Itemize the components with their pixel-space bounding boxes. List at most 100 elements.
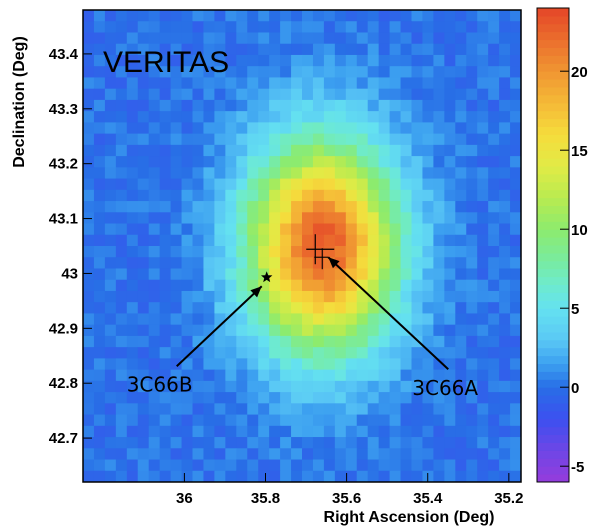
heatmap-cell [312, 156, 325, 168]
heatmap-cell [312, 189, 325, 202]
heatmap-cell [302, 178, 314, 191]
heatmap-cell [93, 392, 106, 404]
heatmap-cell [192, 437, 204, 449]
heatmap-cell [170, 324, 183, 337]
heatmap-cell [236, 392, 248, 404]
heatmap-cell [444, 54, 456, 67]
heatmap-cell [477, 324, 489, 337]
heatmap-cell [225, 234, 237, 247]
heatmap-cell [192, 223, 204, 236]
heatmap-cell [170, 178, 183, 191]
colorbar-band [537, 442, 569, 451]
heatmap-cell [334, 99, 347, 112]
heatmap-cell [225, 212, 237, 225]
heatmap-cell [280, 347, 292, 359]
heatmap-cell [104, 32, 117, 45]
heatmap-cell [291, 99, 303, 112]
heatmap-cell [170, 201, 183, 213]
heatmap-cell [356, 10, 369, 22]
heatmap-cell [477, 392, 489, 404]
heatmap-cell [302, 43, 314, 56]
heatmap-cell [115, 66, 128, 78]
heatmap-cell [280, 133, 292, 146]
heatmap-cell [225, 335, 237, 348]
heatmap-cell [170, 425, 183, 438]
heatmap-cell [367, 313, 380, 326]
heatmap-cell [367, 133, 380, 146]
heatmap-cell [93, 122, 106, 135]
heatmap-cell [203, 189, 215, 202]
heatmap-cell [115, 88, 128, 101]
heatmap-cell [499, 347, 511, 359]
heatmap-cell [488, 66, 500, 78]
heatmap-cell [126, 268, 139, 281]
heatmap-cell [225, 99, 237, 112]
heatmap-cell [378, 347, 391, 359]
heatmap-cell [148, 10, 161, 22]
heatmap-cell [170, 88, 183, 101]
heatmap-cell [159, 369, 172, 382]
x-axis-title: Right Ascension (Deg) [324, 509, 495, 526]
heatmap-cell [466, 66, 478, 78]
colorbar-band [537, 181, 569, 191]
heatmap-cell [192, 43, 204, 56]
heatmap-cell [192, 369, 204, 382]
heatmap-cell [367, 21, 380, 33]
heatmap-cell [411, 437, 423, 449]
heatmap-cell [192, 88, 204, 101]
heatmap-cell [422, 99, 434, 112]
heatmap-cell [499, 448, 511, 461]
heatmap-cell [258, 10, 270, 22]
colorbar-band [537, 94, 569, 104]
heatmap-cell [389, 425, 402, 438]
heatmap-cell [148, 43, 161, 56]
heatmap-cell [356, 234, 369, 247]
heatmap-cell [192, 290, 204, 303]
heatmap-cell [258, 156, 270, 168]
heatmap-cell [499, 99, 511, 112]
heatmap-cell [356, 66, 369, 78]
heatmap-cell [422, 347, 434, 359]
heatmap-cell [367, 425, 380, 438]
heatmap-cell [455, 88, 467, 101]
y-tick-label: 43.3 [49, 101, 78, 118]
heatmap-cell [104, 425, 117, 438]
heatmap-cell [291, 167, 303, 180]
heatmap-cell [170, 268, 183, 281]
heatmap-cell [280, 425, 292, 438]
heatmap-cell [159, 246, 172, 258]
heatmap-cell [323, 358, 336, 371]
heatmap-cell [269, 392, 281, 404]
heatmap-cell [83, 178, 95, 191]
heatmap-cell [356, 302, 369, 314]
heatmap-cell [345, 302, 358, 314]
heatmap-cell [236, 279, 248, 292]
heatmap-cell [93, 32, 106, 45]
heatmap-cell [510, 88, 521, 101]
heatmap-cell [312, 201, 325, 213]
heatmap-cell [203, 77, 215, 90]
heatmap-cell [225, 21, 237, 33]
heatmap-cell [367, 111, 380, 123]
heatmap-cell [170, 77, 183, 90]
heatmap-cell [247, 459, 259, 472]
heatmap-cell [378, 257, 391, 269]
heatmap-cell [488, 302, 500, 314]
heatmap-cell [93, 358, 106, 371]
heatmap-cell [258, 133, 270, 146]
arrow-3c66a-shaft [327, 256, 449, 370]
heatmap-cell [126, 99, 139, 112]
heatmap-cell [411, 54, 423, 67]
heatmap-cell [269, 167, 281, 180]
heatmap-cell [104, 77, 117, 90]
heatmap-cell [203, 178, 215, 191]
heatmap-cell [411, 88, 423, 101]
heatmap-cell [334, 414, 347, 427]
heatmap-cell [181, 448, 193, 461]
heatmap-cell [466, 178, 478, 191]
heatmap-cell [411, 403, 423, 416]
heatmap-cell [137, 88, 150, 101]
heatmap-cell [258, 324, 270, 337]
heatmap-cell [148, 66, 161, 78]
